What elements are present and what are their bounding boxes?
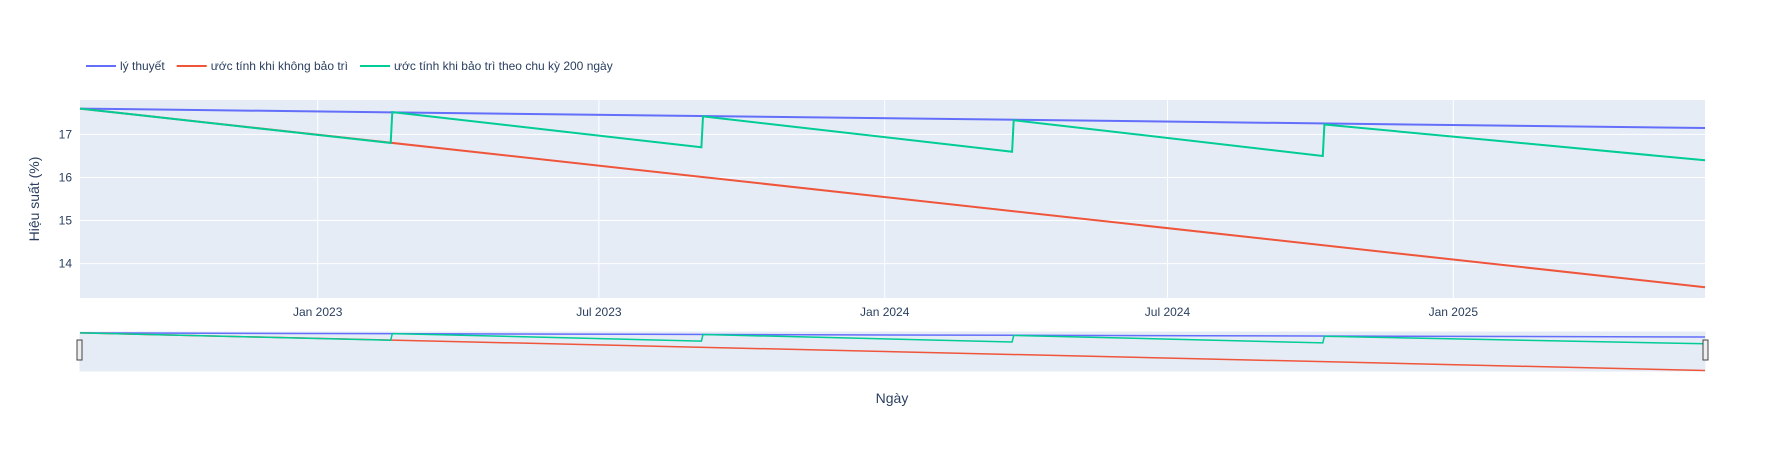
y-tick-label: 14 [59,257,73,271]
range-slider-left-handle[interactable] [76,339,83,361]
y-axis-title: Hiệu suất (%) [26,157,42,242]
series-line-0[interactable] [79,107,1706,129]
x-tick-label: Jan 2025 [1429,305,1479,319]
range-slider-line-2 [79,332,1706,345]
x-axis-title: Ngày [876,390,909,406]
legend-label: lý thuyết [120,59,165,73]
x-gridlines [317,100,1454,298]
legend-label: ước tính khi không bảo trì [211,59,348,73]
x-tick-label: Jan 2023 [293,305,343,319]
legend-item[interactable]: ước tính khi không bảo trì [176,59,348,73]
range-slider-line-0 [79,332,1706,338]
x-axis-ticks: Jan 2023 Jul 2023 Jan 2024 Jul 2024 Jan 2025 [293,305,1478,319]
legend-item[interactable]: lý thuyết [86,59,165,73]
y-tick-label: 15 [59,214,73,228]
plot-area[interactable] [80,100,1705,298]
range-slider-series [79,332,1706,372]
legend-label: ước tính khi bảo trì theo chu kỳ 200 ngà… [394,59,613,73]
legend[interactable]: lý thuyết ước tính khi không bảo trì ước t… [86,59,613,73]
series-line-2[interactable] [79,107,1706,162]
x-tick-label: Jul 2023 [576,305,622,319]
x-tick-label: Jul 2024 [1145,305,1191,319]
y-axis-ticks: 14 15 16 17 [59,127,73,270]
series-lines [79,107,1706,289]
range-slider-right-handle[interactable] [1702,339,1709,361]
legend-item[interactable]: ước tính khi bảo trì theo chu kỳ 200 ngà… [360,59,613,73]
y-tick-label: 16 [59,170,73,184]
y-tick-label: 17 [59,127,73,141]
x-tick-label: Jan 2024 [860,305,910,319]
